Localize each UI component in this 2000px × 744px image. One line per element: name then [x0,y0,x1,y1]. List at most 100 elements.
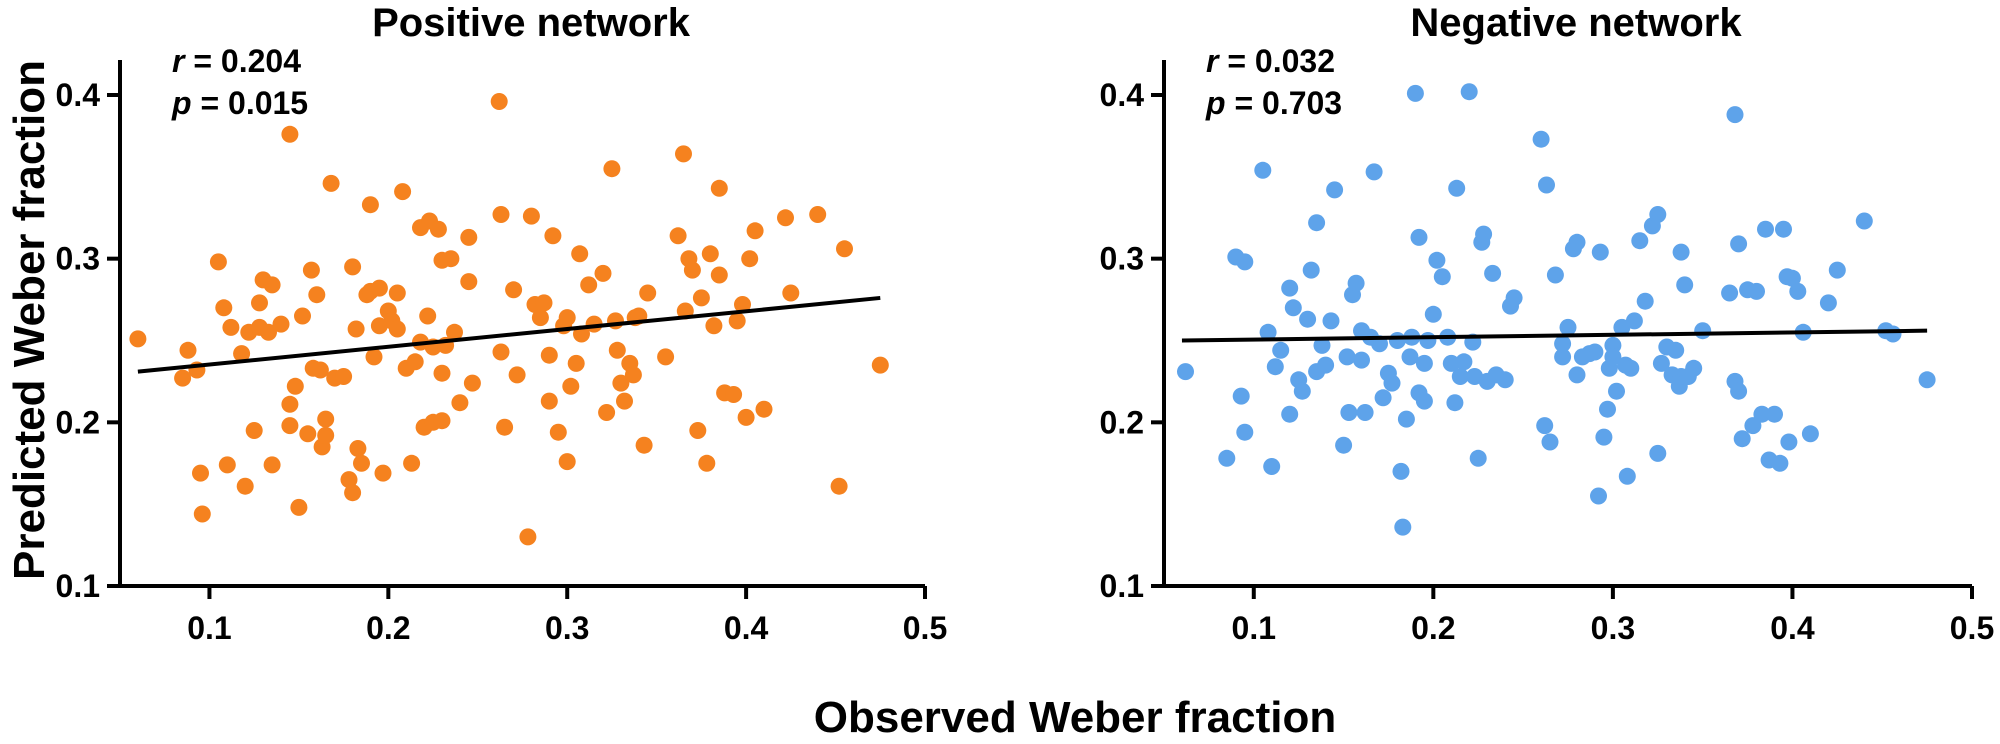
data-point [1586,343,1604,361]
data-point [1828,261,1846,279]
data-point [192,464,209,482]
data-point [871,356,889,374]
x-tick-label: 0.4 [724,610,769,646]
x-tick-label: 0.4 [1770,610,1815,646]
data-point [1397,410,1415,428]
data-point [322,174,340,192]
data-point [1424,305,1442,323]
data-point [1505,289,1523,307]
data-point [635,436,653,454]
data-point [1604,348,1622,366]
data-point [1266,358,1284,376]
data-point [1780,433,1798,451]
data-point [290,498,308,516]
y-tick-label: 0.4 [1100,77,1145,113]
data-point [1591,243,1609,261]
data-point [1451,368,1469,385]
data-point [1625,312,1643,330]
data-point [608,341,626,359]
data-point [1374,389,1392,407]
data-point [535,294,553,312]
data-point [236,477,254,495]
data-point [1757,220,1774,238]
data-point [1599,400,1616,418]
data-point [809,206,827,223]
r-value: = 0.032 [1218,43,1335,79]
data-point [308,286,326,304]
data-point [540,346,558,364]
data-point [317,410,335,428]
correlation-r-label: r = 0.032 [1206,43,1335,79]
data-point [607,312,624,330]
data-point [1455,353,1473,371]
data-point [1293,382,1311,400]
data-point [725,386,743,403]
data-point [433,364,451,382]
data-point [460,273,478,291]
data-point [580,276,598,294]
data-point [1419,332,1437,349]
chart-title: Positive network [372,1,691,45]
data-point [1694,322,1712,340]
y-tick-label: 0.2 [1100,404,1144,440]
data-point [344,484,362,502]
y-tick-label: 0.1 [1100,568,1144,604]
data-point [734,296,751,313]
data-point [1410,228,1428,246]
data-point [508,366,526,384]
p-value: = 0.703 [1226,85,1343,121]
data-point [1353,351,1370,369]
data-point [1313,336,1331,354]
data-point [370,279,388,297]
data-point [281,417,299,435]
data-point [1918,371,1936,389]
x-tick-label: 0.1 [1232,610,1276,646]
data-point [1636,292,1654,310]
data-point [1284,299,1302,317]
data-point [1218,449,1236,467]
chart-title: Negative network [1410,1,1742,45]
data-point [1469,449,1487,467]
data-point [209,253,227,271]
data-point [669,227,687,245]
data-point [492,343,510,361]
data-point [683,261,701,279]
y-tick-label: 0.3 [56,241,100,277]
data-point [1536,417,1554,435]
y-axis-label: Predicted Weber fraction [5,60,54,580]
negative-network-panel: Negative network r = 0.032 p = 0.703 0.1 0.2… [1100,1,1995,646]
data-point [317,426,335,444]
x-tick-label: 0.1 [187,610,231,646]
data-point [1415,354,1433,372]
data-point [531,309,549,327]
data-point [1383,374,1401,392]
data-point [335,368,353,385]
data-point [1308,214,1326,232]
data-point [562,377,580,395]
data-point [263,276,281,294]
data-point [1685,359,1703,377]
data-point [1631,232,1649,250]
data-point [737,408,755,426]
regression-line [137,295,881,374]
data-point [544,227,562,245]
data-point [1884,325,1902,343]
data-point [1730,235,1748,253]
data-point [1538,176,1555,194]
r-value: = 0.204 [184,43,301,79]
data-point [281,395,299,413]
data-point [463,374,481,392]
data-point [193,505,211,523]
data-point [251,294,268,312]
data-point [179,341,197,359]
data-point [1554,348,1572,366]
data-point [1667,341,1685,359]
data-point [1568,233,1586,251]
data-point [496,418,514,436]
data-point [272,315,290,333]
data-point [446,323,463,341]
x-tick-label: 0.3 [545,610,589,646]
data-point [1340,404,1358,421]
data-point [1281,405,1299,423]
data-point [1236,253,1254,271]
